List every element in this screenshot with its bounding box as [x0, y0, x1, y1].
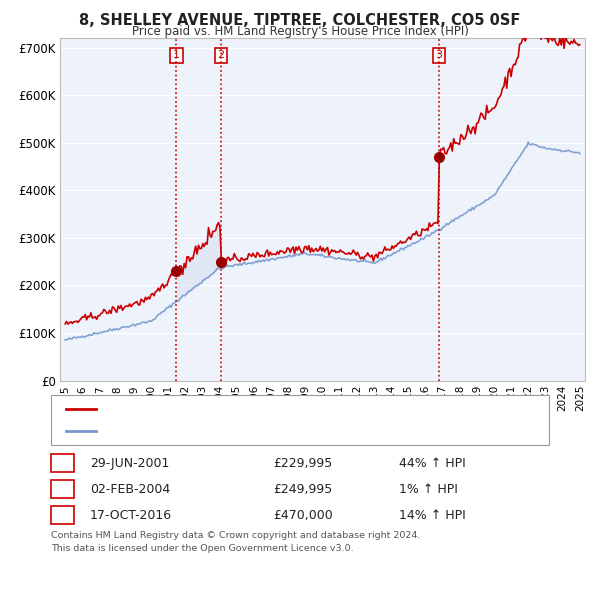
Text: 44% ↑ HPI: 44% ↑ HPI — [399, 457, 466, 470]
Text: 1: 1 — [58, 457, 67, 470]
Text: 2: 2 — [218, 51, 224, 60]
Text: 2: 2 — [58, 483, 67, 496]
Text: 02-FEB-2004: 02-FEB-2004 — [90, 483, 170, 496]
Text: HPI: Average price, detached house, Colchester: HPI: Average price, detached house, Colc… — [102, 427, 362, 437]
Text: 29-JUN-2001: 29-JUN-2001 — [90, 457, 169, 470]
Text: 3: 3 — [436, 51, 442, 60]
Text: £229,995: £229,995 — [273, 457, 332, 470]
Text: £470,000: £470,000 — [273, 509, 333, 522]
Text: 14% ↑ HPI: 14% ↑ HPI — [399, 509, 466, 522]
Text: 1: 1 — [173, 51, 180, 60]
Text: Contains HM Land Registry data © Crown copyright and database right 2024.: Contains HM Land Registry data © Crown c… — [51, 531, 421, 540]
Text: £249,995: £249,995 — [273, 483, 332, 496]
Text: This data is licensed under the Open Government Licence v3.0.: This data is licensed under the Open Gov… — [51, 544, 353, 553]
Text: 17-OCT-2016: 17-OCT-2016 — [90, 509, 172, 522]
Text: 8, SHELLEY AVENUE, TIPTREE, COLCHESTER, CO5 0SF: 8, SHELLEY AVENUE, TIPTREE, COLCHESTER, … — [79, 13, 521, 28]
Text: 8, SHELLEY AVENUE, TIPTREE, COLCHESTER, CO5 0SF (detached house): 8, SHELLEY AVENUE, TIPTREE, COLCHESTER, … — [102, 404, 496, 414]
Text: 3: 3 — [58, 509, 67, 522]
Text: Price paid vs. HM Land Registry's House Price Index (HPI): Price paid vs. HM Land Registry's House … — [131, 25, 469, 38]
Text: 1% ↑ HPI: 1% ↑ HPI — [399, 483, 458, 496]
